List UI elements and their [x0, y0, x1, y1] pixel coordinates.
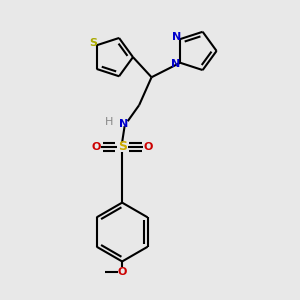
Text: H: H — [105, 117, 113, 128]
Text: N: N — [171, 59, 180, 69]
Text: O: O — [144, 142, 153, 152]
Text: S: S — [118, 140, 127, 153]
Text: O: O — [91, 142, 101, 152]
Text: S: S — [89, 38, 98, 48]
Text: N: N — [172, 32, 181, 42]
Text: N: N — [119, 119, 128, 129]
Text: O: O — [117, 267, 127, 277]
